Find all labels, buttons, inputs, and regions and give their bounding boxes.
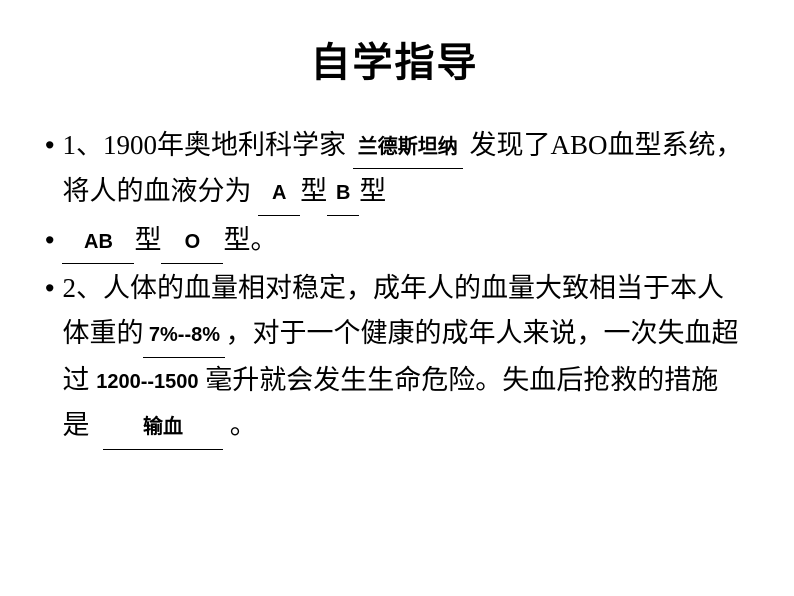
- blank-scientist: 兰德斯坦纳: [353, 123, 463, 169]
- blank-type-b: B: [327, 169, 359, 215]
- text: 型: [300, 176, 327, 206]
- text: 型: [359, 176, 386, 206]
- answer-b: B: [336, 177, 350, 211]
- text: 。: [230, 410, 257, 440]
- bullet-icon: •: [45, 266, 54, 449]
- text: 型。: [223, 225, 277, 255]
- slide-container: { "title": "自学指导", "bulletChar": "•", "i…: [0, 0, 794, 596]
- answer-o: O: [185, 226, 201, 260]
- blank-type-ab: AB: [62, 218, 134, 264]
- text: ，: [225, 318, 252, 348]
- answer-scientist: 兰德斯坦纳: [358, 131, 458, 165]
- bullet-list: • 1、1900年奥地利科学家 兰德斯坦纳 发现了ABO血型系统，将人的血液分为…: [45, 123, 744, 450]
- blank-ml: 1200--1500: [96, 365, 198, 395]
- answer-a: A: [272, 177, 286, 211]
- list-item: • 2、人体的血量相对稳定，成年人的血量大致相当于本人体重的7%--8%，对于一…: [45, 266, 744, 449]
- list-item: • 1、1900年奥地利科学家 兰德斯坦纳 发现了ABO血型系统，将人的血液分为…: [45, 123, 744, 216]
- text: 型: [134, 225, 161, 255]
- blank-percent: 7%--8%: [143, 311, 225, 357]
- answer-measure: 输血: [143, 411, 183, 445]
- blank-type-o: O: [161, 218, 223, 264]
- list-item: • AB 型O 型。: [45, 218, 744, 264]
- bullet-icon: •: [45, 123, 54, 216]
- item-3-content: 2、人体的血量相对稳定，成年人的血量大致相当于本人体重的7%--8%，对于一个健…: [62, 266, 744, 449]
- blank-measure: 输血: [103, 403, 223, 449]
- slide-title: 自学指导: [45, 30, 744, 88]
- answer-ml: 1200--1500: [96, 366, 198, 400]
- blank-type-a: A: [258, 169, 300, 215]
- answer-percent: 7%--8%: [149, 319, 220, 353]
- bullet-icon: •: [45, 218, 54, 264]
- answer-ab: AB: [84, 226, 113, 260]
- item-2-content: AB 型O 型。: [62, 218, 744, 264]
- item-1-content: 1、1900年奥地利科学家 兰德斯坦纳 发现了ABO血型系统，将人的血液分为 A…: [62, 123, 744, 216]
- text: 1、1900年奥地利科学家: [62, 130, 346, 160]
